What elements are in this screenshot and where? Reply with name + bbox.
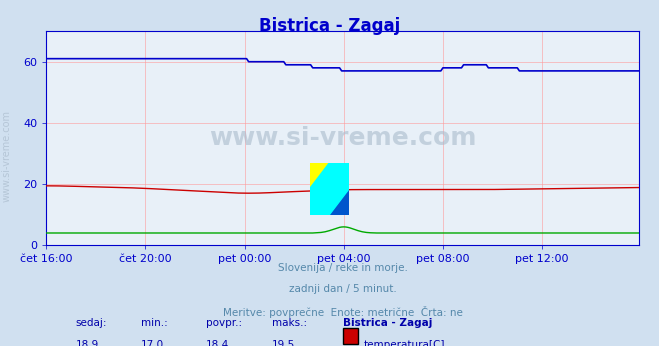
Text: zadnji dan / 5 minut.: zadnji dan / 5 minut. xyxy=(289,284,397,294)
Text: www.si-vreme.com: www.si-vreme.com xyxy=(209,126,476,150)
Text: 18,4: 18,4 xyxy=(206,340,229,346)
Text: Meritve: povprečne  Enote: metrične  Črta: ne: Meritve: povprečne Enote: metrične Črta:… xyxy=(223,306,463,318)
Text: Slovenija / reke in morje.: Slovenija / reke in morje. xyxy=(277,263,408,273)
Text: min.:: min.: xyxy=(141,318,168,328)
Polygon shape xyxy=(310,163,349,215)
Bar xyxy=(310,163,330,189)
Text: 18,9: 18,9 xyxy=(76,340,99,346)
Bar xyxy=(330,163,349,189)
Bar xyxy=(330,189,349,215)
Text: maks.:: maks.: xyxy=(272,318,306,328)
Text: Bistrica - Zagaj: Bistrica - Zagaj xyxy=(343,318,432,328)
Text: povpr.:: povpr.: xyxy=(206,318,243,328)
Text: sedaj:: sedaj: xyxy=(76,318,107,328)
Text: temperatura[C]: temperatura[C] xyxy=(364,340,445,346)
Text: 17,0: 17,0 xyxy=(141,340,164,346)
Text: www.si-vreme.com: www.si-vreme.com xyxy=(1,110,12,202)
Polygon shape xyxy=(310,163,349,215)
FancyBboxPatch shape xyxy=(343,328,357,344)
Text: Bistrica - Zagaj: Bistrica - Zagaj xyxy=(259,17,400,35)
Polygon shape xyxy=(310,163,349,215)
Text: 19,5: 19,5 xyxy=(272,340,295,346)
